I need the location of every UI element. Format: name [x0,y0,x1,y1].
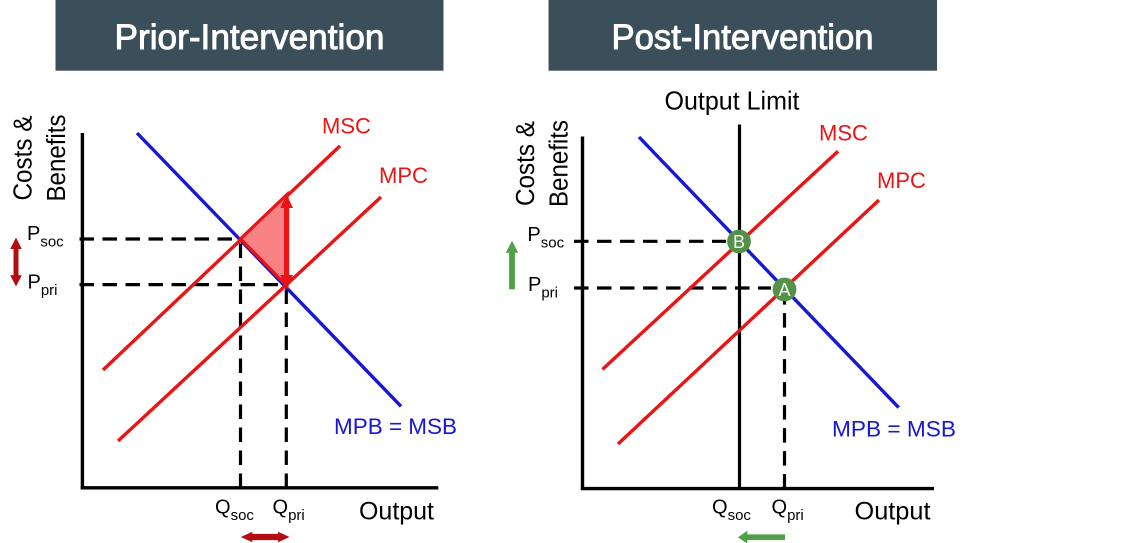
svg-text:MPB = MSB: MPB = MSB [334,414,457,439]
svg-text:Benefits: Benefits [546,120,574,207]
svg-text:MPC: MPC [877,168,926,193]
svg-text:MSC: MSC [322,114,371,139]
svg-text:Prior-Intervention: Prior-Intervention [115,18,385,57]
svg-text:MPC: MPC [379,163,428,188]
svg-text:Output: Output [855,498,931,526]
svg-text:Costs &: Costs & [10,116,38,201]
svg-text:A: A [778,280,790,300]
svg-text:MPB = MSB: MPB = MSB [832,417,956,442]
svg-text:Benefits: Benefits [43,115,71,202]
svg-text:B: B [733,232,745,252]
svg-text:Output Limit: Output Limit [665,86,801,116]
svg-text:MSC: MSC [819,121,868,146]
svg-text:Output: Output [359,498,434,526]
svg-text:Qpri: Qpri [273,496,305,524]
svg-text:Post-Intervention: Post-Intervention [612,18,874,57]
svg-text:Costs &: Costs & [512,121,540,206]
